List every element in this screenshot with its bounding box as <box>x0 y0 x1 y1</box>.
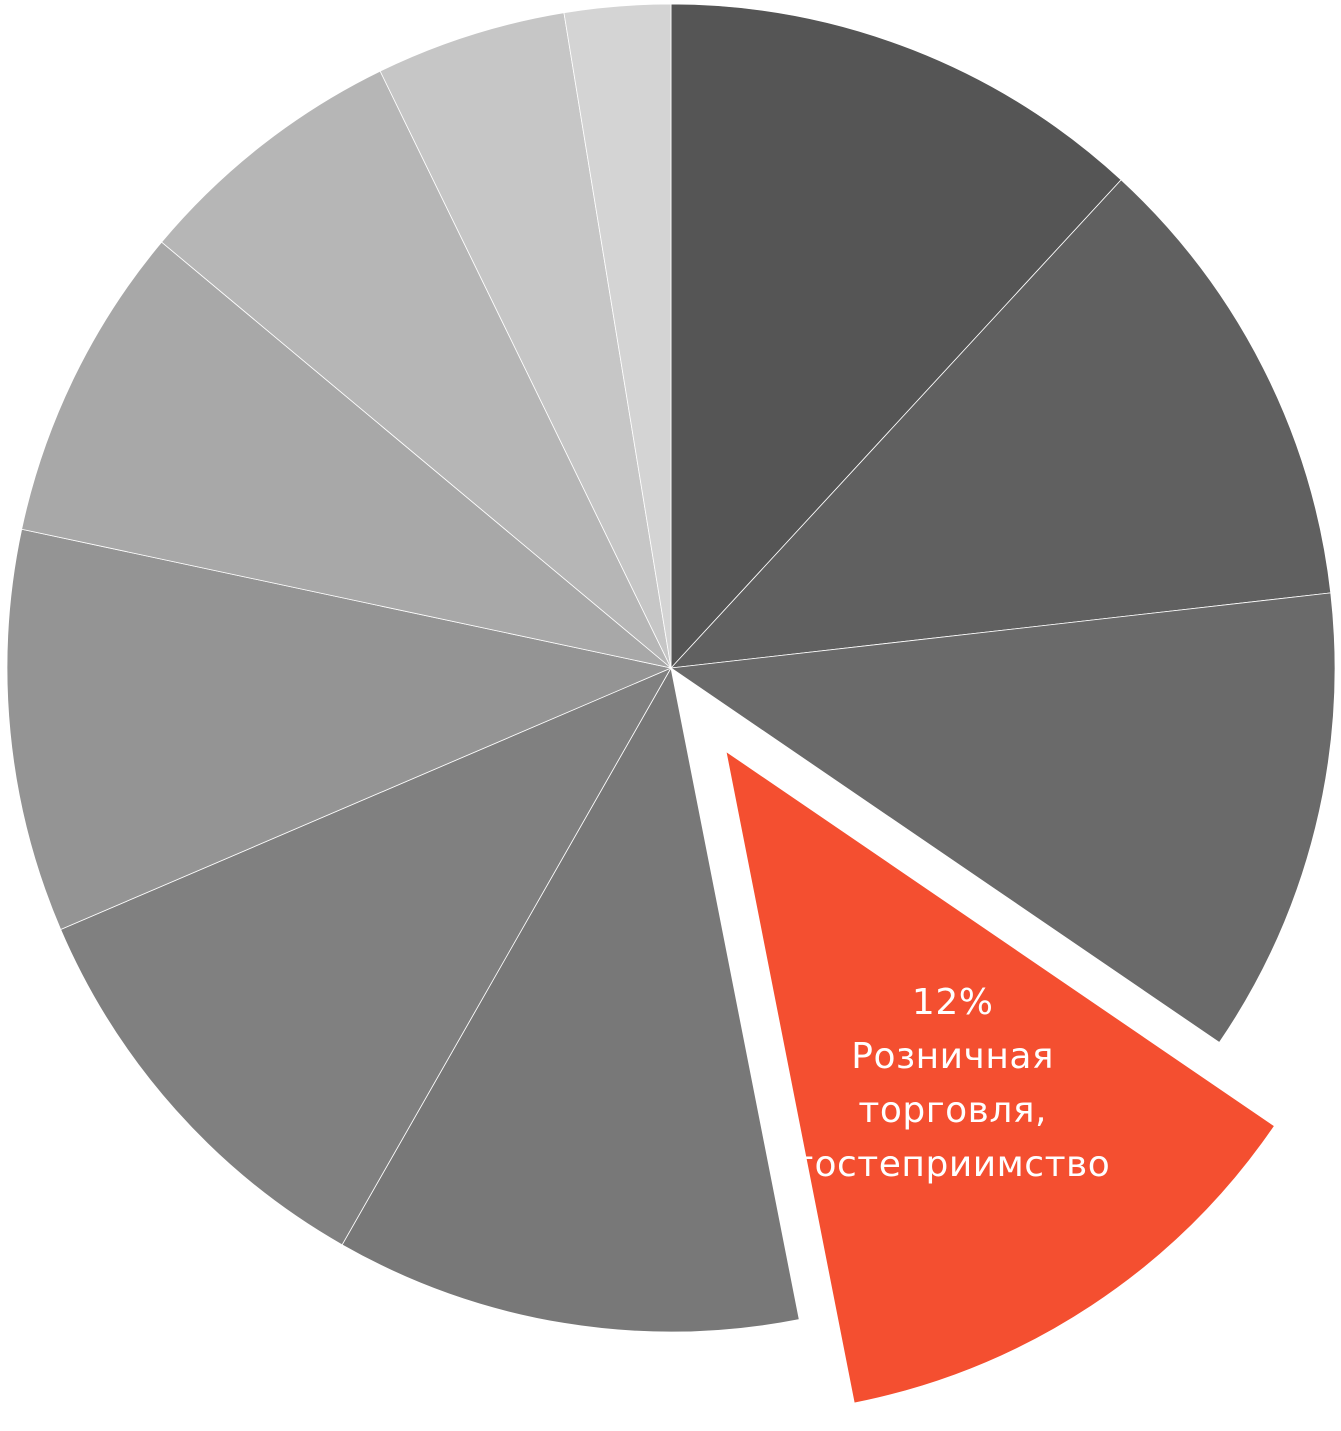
slice-category-label: торговля, <box>858 1090 1047 1131</box>
pie-slice-6 <box>60 667 672 1246</box>
slice-category-label: гостеприимство <box>795 1144 1110 1185</box>
pie-slice-11 <box>563 3 672 669</box>
pie-slice-1 <box>670 3 1122 670</box>
pie-slice-3 <box>669 592 1336 1044</box>
pie-slice-9 <box>161 70 672 669</box>
pie-labels: 12% Розничная торговля, гостеприимство <box>795 982 1110 1185</box>
slice-percent-label: 12% <box>912 982 994 1023</box>
pie-slice-10 <box>379 12 672 669</box>
pie-slice-2 <box>669 179 1332 669</box>
pie-slice-4 <box>725 750 1275 1404</box>
pie-slice-7 <box>6 528 673 931</box>
pie-slice-8 <box>21 241 672 669</box>
pie-slice-5 <box>341 666 800 1333</box>
pie-slice-4-label: 12% Розничная торговля, гостеприимство <box>795 982 1110 1185</box>
pie-slices <box>6 3 1336 1404</box>
slice-category-label: Розничная <box>851 1036 1054 1077</box>
